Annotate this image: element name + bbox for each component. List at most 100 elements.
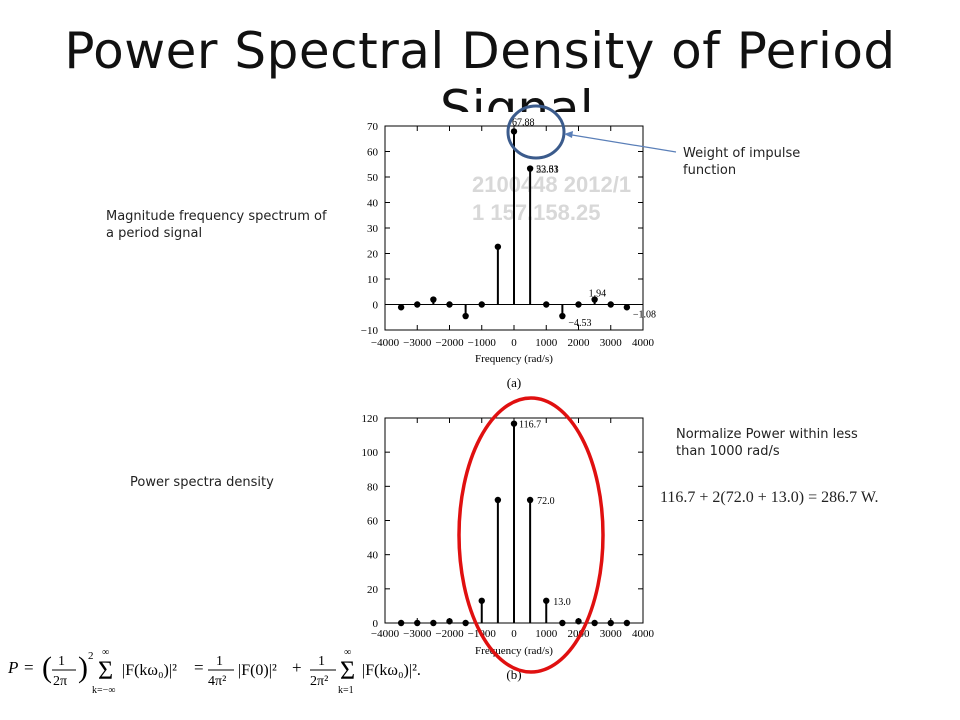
chart1-ytick-label: 10	[367, 274, 379, 286]
chart1-ytick-label: 0	[373, 300, 379, 312]
annotation-arrow	[565, 133, 677, 153]
slide-title-continuation: Signal	[440, 84, 594, 112]
chart1-ytick-label: 20	[367, 249, 379, 261]
chart1-ytick-label: −10	[361, 325, 379, 337]
chart2-xtick-label: 2000	[568, 628, 591, 640]
chart2-point	[414, 619, 421, 627]
chart1-xtick-label: 2000	[568, 337, 591, 349]
annotation-weight: Weight of impulse function	[683, 146, 801, 178]
chart1-ytick-label: 70	[367, 121, 379, 133]
chart2-ytick-label: 20	[367, 584, 379, 596]
chart1-data-label: −1.08	[633, 309, 656, 320]
chart2-point	[607, 619, 614, 627]
chart1-point	[607, 301, 614, 308]
chart1-point	[414, 301, 421, 308]
formula-plus: +	[292, 658, 302, 677]
chart1-ytick-label: 40	[367, 198, 379, 210]
formula-paren: (	[42, 651, 52, 684]
chart2-point	[430, 619, 437, 627]
power-formula-svg: P = ( 1 2π ) 2 Σ ∞ k=−∞ |F(kω₀)|² = 1 4π…	[7, 647, 421, 696]
chart2-point	[591, 619, 598, 627]
formula-sigma1: Σ	[98, 656, 113, 685]
chart2-point	[543, 597, 550, 604]
chart1-xtick-label: 0	[511, 337, 517, 349]
power-result-equation: 116.7 + 2(72.0 + 13.0) = 286.7 W.	[660, 489, 879, 506]
formula-den1: 2π	[53, 674, 67, 689]
chart1-xtick-label: −1000	[468, 337, 497, 349]
chart1-point	[510, 128, 518, 135]
annotation-normalize: Normalize Power within less than 1000 ra…	[676, 427, 858, 459]
chart2-xlabel: Frequency (rad/s)	[475, 645, 553, 657]
chart2-ytick-label: 60	[367, 516, 379, 528]
chart1-point	[494, 243, 502, 250]
chart1-point	[623, 304, 631, 311]
chart1-ytick-label: 30	[367, 223, 379, 235]
chart2-point	[397, 619, 405, 627]
chart2-ytick-label: 40	[367, 550, 379, 562]
formula-k1: k=−∞	[92, 685, 115, 696]
chart1-point	[462, 312, 469, 320]
chart2-point	[494, 496, 502, 504]
chart2-ytick-label: 100	[362, 447, 379, 459]
chart2-data-label: 116.7	[519, 420, 541, 431]
formula-num1: 1	[58, 654, 65, 669]
chart2-point	[462, 619, 469, 627]
power-formula: P = ( 1 2π ) 2 Σ ∞ k=−∞ |F(kω₀)|² = 1 4π…	[2, 645, 462, 705]
chart1-data-label: −4.53	[568, 318, 591, 329]
chart2-point	[559, 619, 566, 627]
chart2-xtick-label: −4000	[371, 628, 400, 640]
chart1-data-label: 53.31	[536, 165, 559, 176]
chart2-xtick-label: −2000	[435, 628, 464, 640]
chart1-point	[430, 296, 437, 303]
chart1-xtick-label: 4000	[632, 337, 655, 349]
chart2-data-label: 72.0	[537, 496, 555, 507]
chart1-xtick-label: −2000	[435, 337, 464, 349]
annotation-arrowhead	[564, 131, 573, 138]
chart2-ytick-label: 120	[362, 413, 379, 425]
formula-sigma2: Σ	[340, 656, 355, 685]
formula-den3: 2π²	[310, 674, 328, 689]
chart2-point	[623, 619, 631, 627]
chart1-ytick-label: 60	[367, 147, 379, 159]
chart2-xtick-label: 3000	[600, 628, 623, 640]
formula-term3: |F(kω₀)|².	[362, 662, 421, 679]
chart1-xlabel: Frequency (rad/s)	[475, 353, 553, 365]
annotation-psd: Power spectra density	[130, 475, 274, 490]
formula-inf2: ∞	[344, 647, 351, 658]
formula-den2: 4π²	[208, 674, 226, 689]
chart2-xtick-label: −3000	[403, 628, 432, 640]
chart1-xtick-label: 3000	[600, 337, 623, 349]
chart2-point	[575, 618, 582, 625]
chart1-point	[526, 165, 534, 172]
chart2-point	[478, 597, 485, 604]
chart1-ytick-label: 50	[367, 172, 379, 184]
watermark-line-2: 1 157.158.25	[472, 200, 601, 225]
chart2-xtick-label: 0	[511, 628, 517, 640]
chart1-data-label: 67.88	[512, 117, 535, 128]
chart2-point	[526, 496, 534, 504]
peak-highlight-circle	[506, 104, 566, 160]
chart1-point	[397, 304, 405, 311]
chart2-xtick-label: 4000	[632, 628, 655, 640]
chart2-point	[510, 420, 518, 427]
formula-term2: |F(0)|²	[238, 662, 277, 679]
chart2-point	[446, 618, 453, 625]
chart2-data-label: 13.0	[553, 597, 571, 608]
formula-eq2: =	[194, 658, 204, 677]
formula-eq1: =	[24, 658, 34, 677]
slide-title: Power Spectral Density of Period	[64, 22, 896, 80]
chart1-xtick-label: −4000	[371, 337, 400, 349]
formula-P: P	[7, 658, 18, 677]
chart1-xtick-label: −3000	[403, 337, 432, 349]
annotation-magnitude: Magnitude frequency spectrum of a period…	[106, 209, 327, 241]
chart1-xtick-label: 1000	[535, 337, 558, 349]
chart2-ytick-label: 0	[373, 618, 379, 630]
chart1-point	[575, 301, 582, 308]
formula-k2: k=1	[338, 685, 354, 696]
formula-sq: 2	[88, 650, 94, 662]
chart1-data-label: 1.94	[589, 289, 607, 300]
chart1-point	[543, 301, 550, 308]
chart1-data-label: 22.63	[536, 165, 559, 176]
chart1-subtitle: (a)	[507, 375, 521, 390]
